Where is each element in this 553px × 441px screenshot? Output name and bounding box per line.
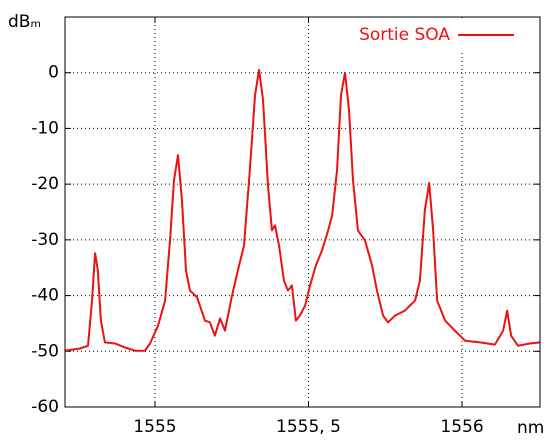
plot-frame xyxy=(64,16,541,408)
y-tick-label: -20 xyxy=(31,174,59,194)
x-tick-label: 1556 xyxy=(440,417,483,437)
legend-label: Sortie SOA xyxy=(359,25,450,45)
y-axis-label: dBₘ xyxy=(8,12,41,32)
x-tick-label: 1555 xyxy=(133,417,176,437)
y-tick-label: -30 xyxy=(31,230,59,250)
y-tick-label: -10 xyxy=(31,118,59,138)
y-tick-label: 0 xyxy=(48,63,59,83)
x-axis-label: nm xyxy=(517,418,544,438)
y-tick-label: -50 xyxy=(31,341,59,361)
data-line xyxy=(64,68,541,352)
y-tick-label: -40 xyxy=(31,286,59,306)
y-tick-label: -60 xyxy=(31,397,59,417)
x-tick-label: 1555, 5 xyxy=(276,417,341,437)
